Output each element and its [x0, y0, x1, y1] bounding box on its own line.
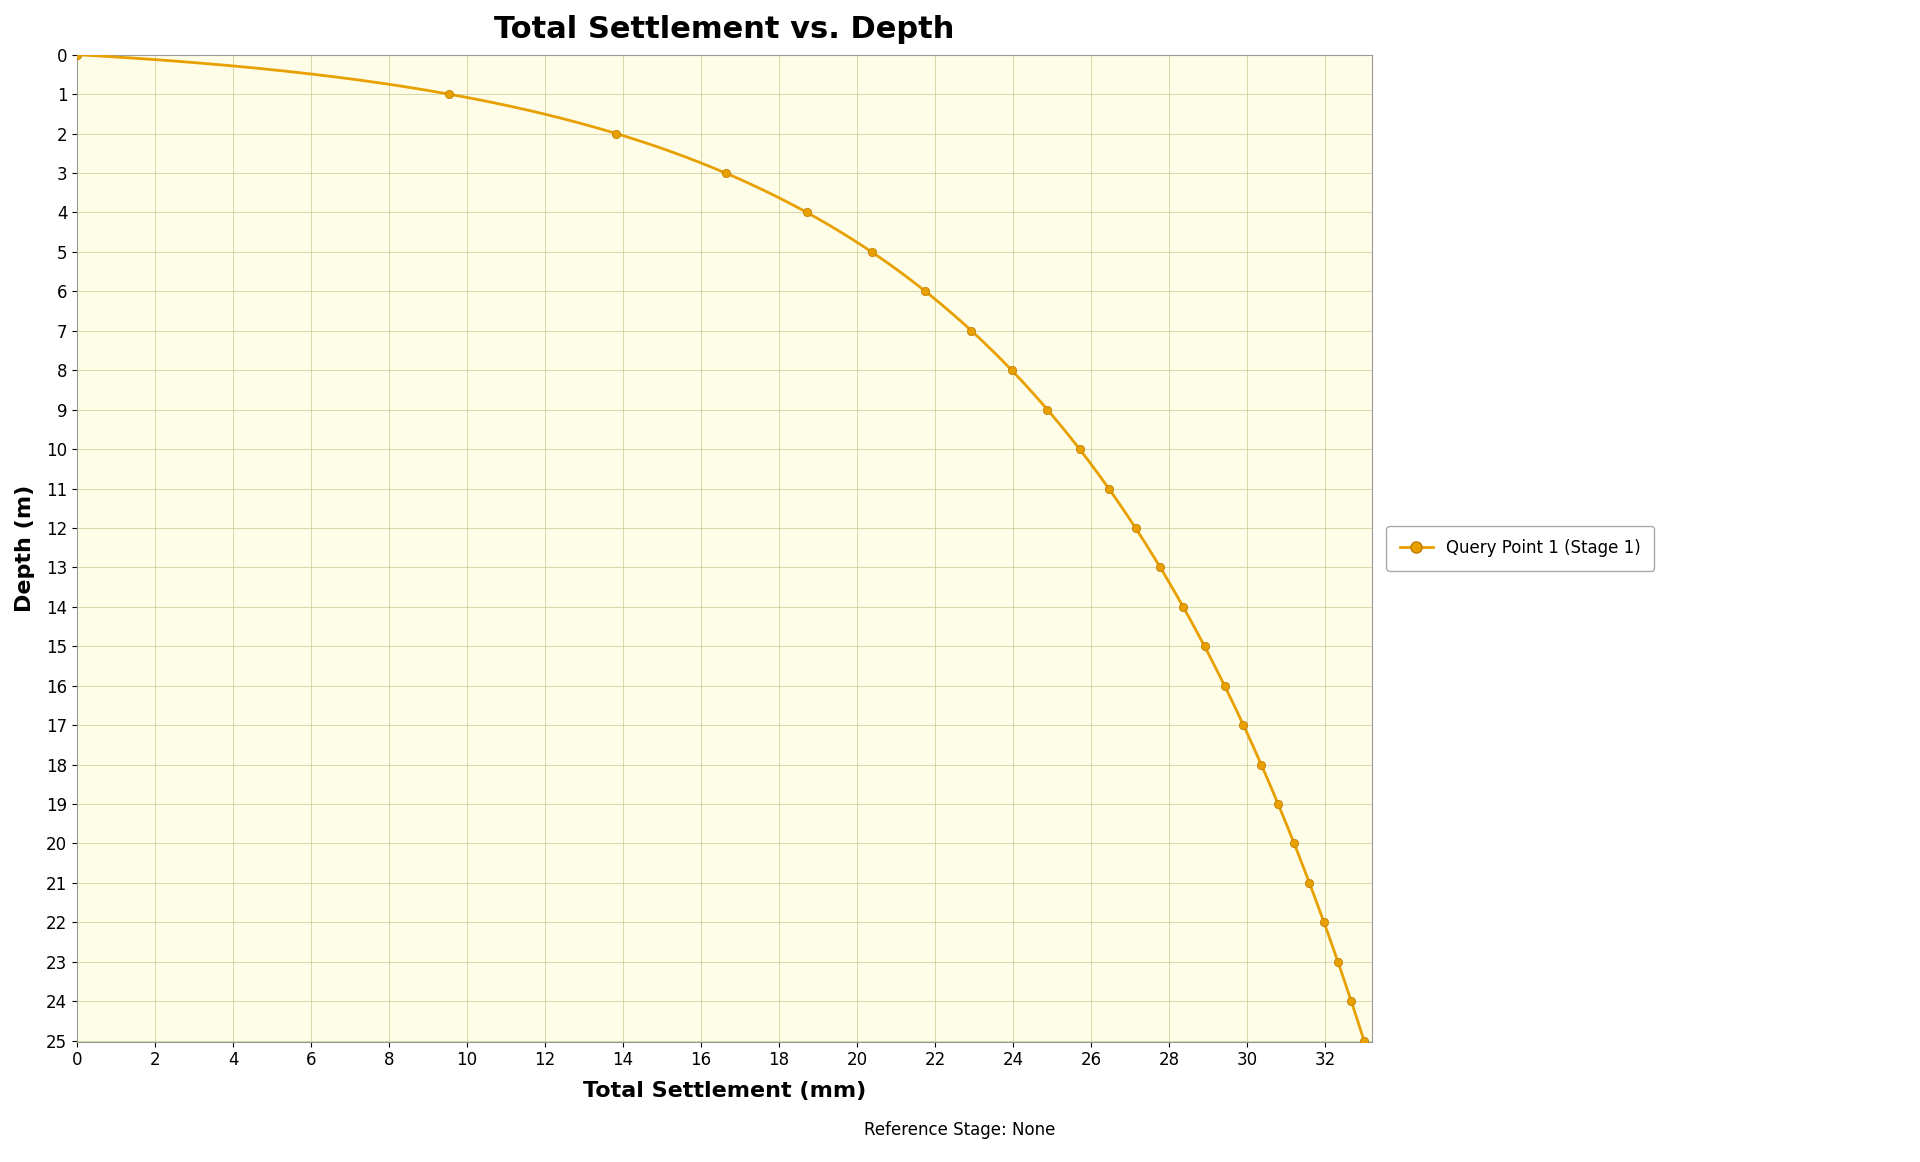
Title: Total Settlement vs. Depth: Total Settlement vs. Depth: [493, 15, 954, 44]
Legend: Query Point 1 (Stage 1): Query Point 1 (Stage 1): [1386, 526, 1655, 571]
X-axis label: Total Settlement (mm): Total Settlement (mm): [582, 1081, 866, 1100]
Y-axis label: Depth (m): Depth (m): [15, 485, 35, 612]
Text: Reference Stage: None: Reference Stage: None: [864, 1121, 1056, 1139]
